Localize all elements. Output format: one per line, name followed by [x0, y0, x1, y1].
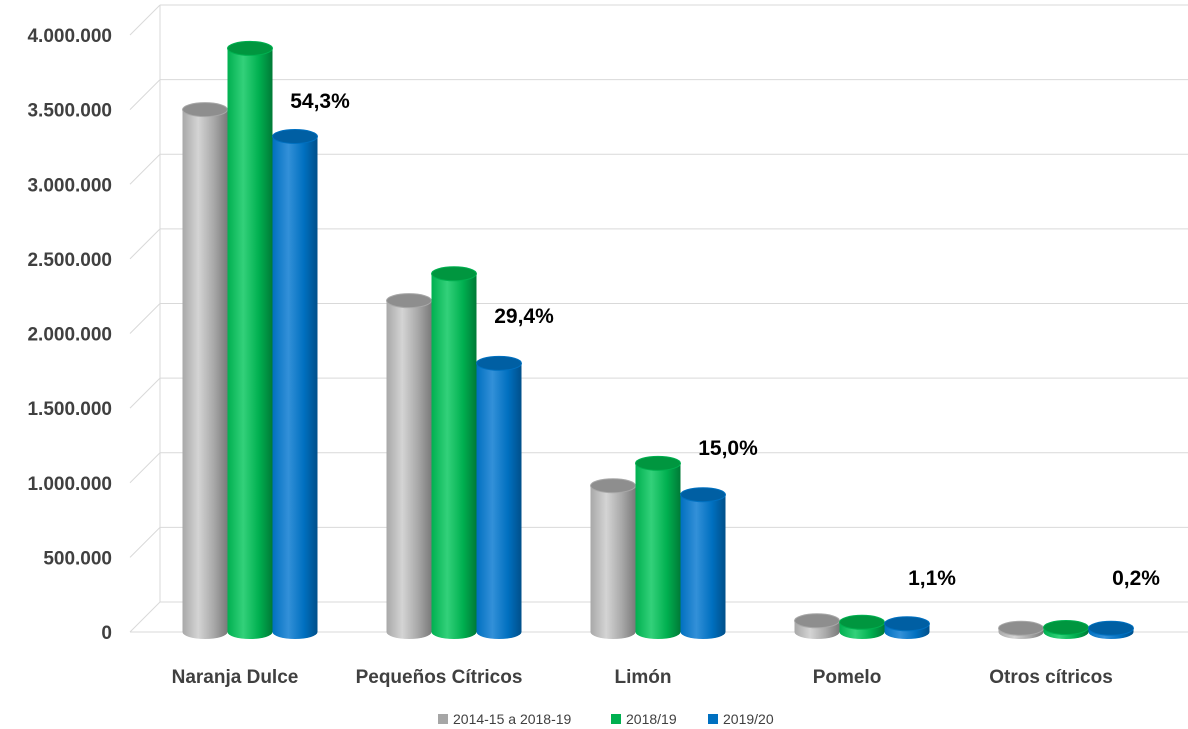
grid-line-diag — [129, 79, 161, 110]
share-label: 29,4% — [494, 305, 554, 328]
bar-top — [1088, 620, 1134, 636]
legend: 2014-15 a 2018-19 2018/19 2019/20 — [438, 711, 774, 727]
legend-label: 2018/19 — [626, 711, 677, 727]
grid-line-diag — [129, 228, 161, 260]
bar-top — [227, 40, 273, 56]
legend-label: 2014-15 a 2018-19 — [453, 711, 572, 727]
y-tick-label: 1.500.000 — [27, 399, 112, 420]
share-label: 1,1% — [908, 567, 956, 590]
grid-line-diag — [129, 527, 161, 558]
y-tick-label: 3.000.000 — [27, 175, 112, 196]
bar-top — [1043, 620, 1089, 636]
bars — [182, 40, 1134, 640]
bar — [476, 363, 522, 640]
bar-top — [182, 102, 228, 118]
grid-line-diag — [129, 377, 161, 409]
legend-swatch — [611, 714, 621, 724]
share-labels: 54,3% 29,4% 15,0% 1,1% 0,2% — [290, 90, 1160, 590]
share-label: 15,0% — [698, 437, 758, 460]
legend-label: 2019/20 — [723, 711, 774, 727]
bar — [635, 463, 681, 640]
bar-top — [884, 616, 930, 632]
bar-top — [794, 613, 840, 629]
y-tick-label: 2.000.000 — [27, 325, 112, 346]
legend-swatch — [438, 714, 448, 724]
bar — [386, 300, 432, 640]
bar-top — [590, 478, 636, 494]
bar-top — [680, 487, 726, 503]
bar — [590, 485, 636, 640]
x-category-label: Otros cítricos — [989, 667, 1113, 688]
bar — [182, 109, 228, 640]
y-tick-label: 3.500.000 — [27, 101, 112, 122]
bar — [272, 136, 318, 640]
bar — [431, 273, 477, 640]
y-tick-label: 0 — [101, 623, 112, 644]
bar-top — [635, 455, 681, 471]
bar-top — [998, 620, 1044, 636]
x-category-label: Pequeños Cítricos — [356, 667, 523, 688]
bar-top — [386, 293, 432, 309]
y-tick-label: 1.000.000 — [27, 474, 112, 495]
grid-line-diag — [129, 4, 161, 36]
y-tick-label: 4.000.000 — [27, 26, 112, 47]
share-label: 54,3% — [290, 90, 350, 113]
x-category-label: Pomelo — [813, 667, 882, 688]
bar — [227, 48, 273, 640]
bar-top — [431, 266, 477, 282]
bar-top — [839, 614, 885, 630]
grid-line-diag — [129, 452, 161, 484]
grid-line-diag — [129, 601, 161, 633]
y-tick-label: 2.500.000 — [27, 250, 112, 271]
grid-lines — [129, 4, 1188, 633]
x-category-label: Limón — [615, 667, 672, 688]
y-axis-labels: 0 500.000 1.000.000 1.500.000 2.000.000 2.500… — [27, 26, 112, 644]
grid-line-diag — [129, 303, 161, 334]
bar — [680, 494, 726, 640]
share-label: 0,2% — [1112, 567, 1160, 590]
category-labels: Naranja Dulce Pequeños Cítricos Limón Pomel… — [172, 667, 1113, 688]
y-tick-label: 500.000 — [43, 548, 112, 569]
bar-top — [476, 355, 522, 371]
grid-line-diag — [129, 153, 161, 185]
bar-top — [272, 128, 318, 144]
x-category-label: Naranja Dulce — [172, 667, 299, 688]
legend-swatch — [708, 714, 718, 724]
